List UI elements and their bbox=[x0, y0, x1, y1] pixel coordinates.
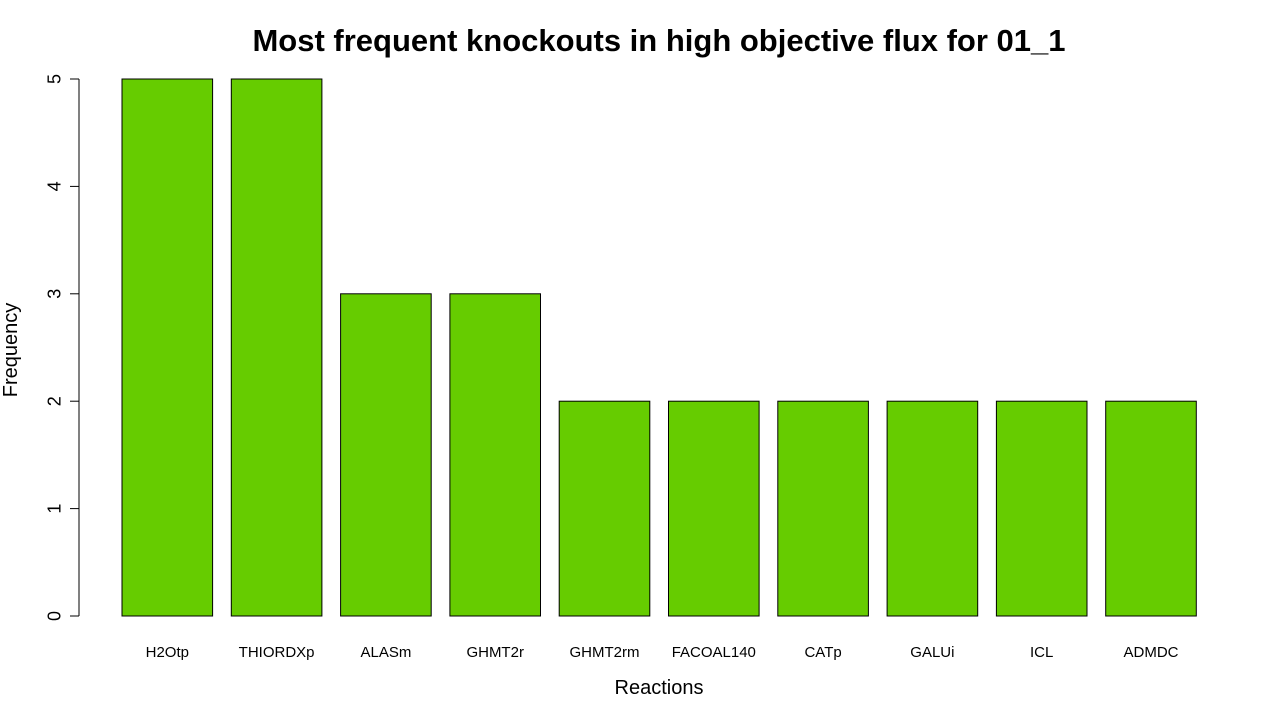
y-tick-label: 4 bbox=[44, 181, 64, 191]
bar-facoal140 bbox=[668, 400, 760, 617]
x-tick-label: GALUi bbox=[910, 644, 954, 661]
x-tick-label: ICL bbox=[1030, 644, 1053, 661]
bar-catp bbox=[777, 400, 869, 617]
y-tick-label: 2 bbox=[44, 396, 64, 406]
x-tick-label: ADMDC bbox=[1124, 644, 1179, 661]
y-tick-label: 1 bbox=[44, 504, 64, 514]
x-tick-label: CATp bbox=[804, 644, 841, 661]
bar-ghmt2r bbox=[449, 293, 541, 617]
y-tick-label: 0 bbox=[44, 611, 64, 621]
x-axis-title: Reactions bbox=[615, 677, 704, 699]
x-tick-label: THIORDXp bbox=[239, 644, 315, 661]
y-axis: 0 1 2 3 4 5 bbox=[44, 74, 80, 621]
y-axis-title: Frequency bbox=[0, 303, 22, 398]
x-tick-label: GHMT2r bbox=[466, 644, 524, 661]
chart-title: Most frequent knockouts in high objectiv… bbox=[252, 23, 1065, 58]
bar-icl bbox=[995, 400, 1088, 617]
bar-alasm bbox=[340, 293, 432, 617]
bars bbox=[121, 78, 1197, 617]
y-tick-label: 5 bbox=[44, 74, 64, 84]
y-tick-label: 3 bbox=[44, 289, 64, 299]
x-tick-label: ALASm bbox=[360, 644, 411, 661]
bar-h2otp bbox=[121, 78, 214, 617]
x-tick-label: GHMT2rm bbox=[570, 644, 640, 661]
bar-ghmt2rm bbox=[558, 400, 651, 617]
bar-thiordxp bbox=[230, 78, 323, 617]
bar-admdc bbox=[1105, 400, 1197, 617]
x-axis-labels: H2Otp THIORDXp ALASm GHMT2r GHMT2rm FACOAL140… bbox=[146, 644, 1179, 661]
x-tick-label: H2Otp bbox=[146, 644, 189, 661]
x-tick-label: FACOAL140 bbox=[672, 644, 756, 661]
bar-galui bbox=[886, 400, 979, 617]
